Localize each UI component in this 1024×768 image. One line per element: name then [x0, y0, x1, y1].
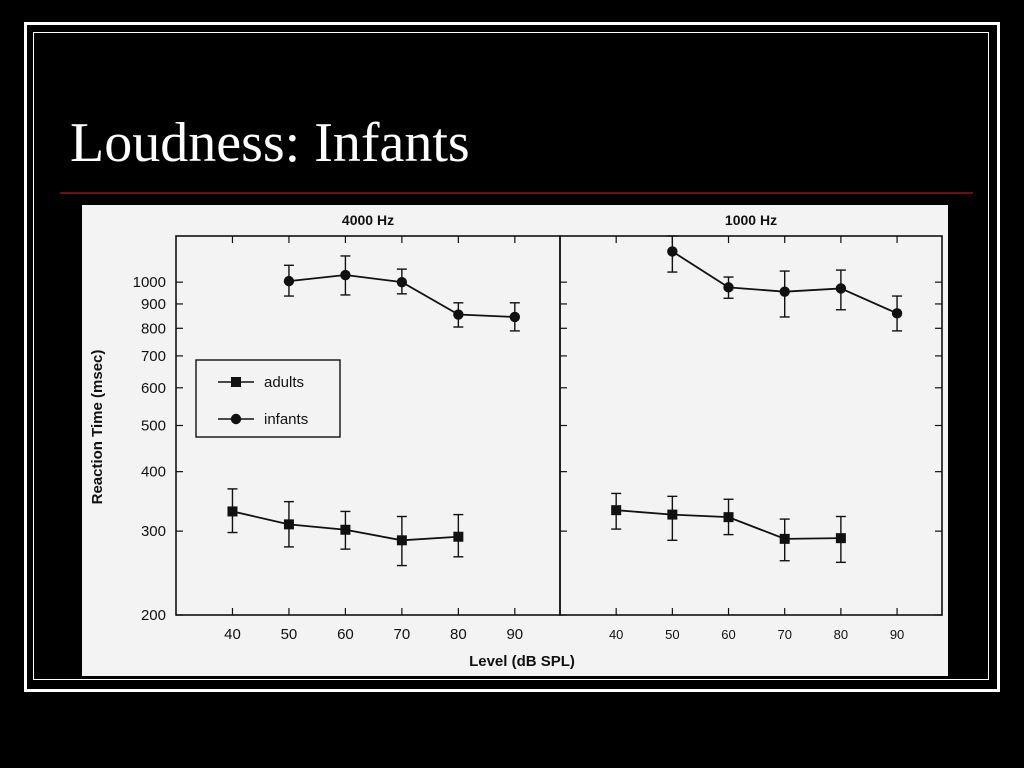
plot-frame-1: [175, 235, 561, 616]
y-tick-label: 900: [141, 296, 166, 313]
legend-marker-square: [231, 377, 241, 387]
data-point-adults: [453, 531, 464, 542]
x-tick-label: 50: [665, 627, 679, 642]
x-tick-label: 80: [450, 626, 467, 643]
legend-box: [195, 359, 341, 438]
legend-label-infants: infants: [264, 411, 308, 428]
legend-marker-circle: [230, 413, 242, 425]
data-point-adults: [396, 535, 407, 546]
data-point-adults: [723, 512, 734, 523]
panel-title-2: 1000 Hz: [725, 212, 777, 228]
y-tick-label: 1000: [133, 274, 166, 291]
data-point-infants: [891, 308, 903, 319]
slide-outer-border: [24, 22, 1000, 692]
y-tick-label: 200: [141, 607, 166, 624]
data-point-infants: [453, 309, 464, 320]
data-point-infants: [835, 283, 847, 294]
plot-frame-2: [559, 235, 943, 616]
y-axis-label: Reaction Time (msec): [89, 350, 106, 505]
x-tick-label: 70: [394, 626, 411, 643]
data-point-infants: [509, 311, 521, 323]
data-point-adults: [835, 533, 846, 544]
data-point-adults: [779, 533, 790, 544]
x-tick-label: 40: [224, 626, 241, 643]
x-tick-label: 80: [834, 627, 848, 642]
data-point-infants: [779, 286, 790, 297]
y-tick-label: 600: [141, 380, 166, 397]
data-point-adults: [227, 506, 238, 517]
x-axis-label: Level (dB SPL): [469, 653, 575, 670]
x-tick-label: 60: [337, 626, 354, 643]
data-point-infants: [340, 269, 351, 281]
x-tick-label: 40: [609, 627, 623, 642]
x-tick-label: 50: [281, 626, 298, 643]
panel-title-1: 4000 Hz: [342, 212, 394, 228]
slide-title: Loudness: Infants: [70, 112, 470, 174]
y-tick-label: 300: [141, 523, 166, 540]
chart-svg: 4000 Hz 40 50 60 70 80 90 200 300 400 500 600 700 800…: [89, 212, 943, 670]
y-tick-label: 500: [141, 418, 166, 435]
title-divider: [60, 192, 973, 194]
legend-label-adults: adults: [264, 374, 304, 391]
y-tick-label: 400: [141, 464, 166, 481]
x-tick-label: 90: [506, 626, 523, 643]
chart-figure: 4000 Hz 40 50 60 70 80 90 200 300 400 500 600 700 800…: [82, 205, 948, 676]
data-point-adults: [283, 519, 294, 530]
x-tick-label: 60: [721, 627, 735, 642]
y-tick-label: 800: [141, 320, 166, 337]
data-point-adults: [611, 505, 622, 516]
data-point-infants: [396, 276, 408, 288]
data-point-infants: [667, 246, 678, 257]
x-tick-label: 90: [890, 627, 904, 642]
data-point-adults: [340, 524, 351, 535]
data-point-infants: [723, 282, 734, 293]
x-tick-label: 70: [777, 627, 791, 642]
data-point-infants: [283, 275, 295, 287]
y-tick-label: 700: [141, 348, 166, 365]
data-point-adults: [667, 509, 678, 520]
slide-inner-border: [33, 32, 989, 680]
